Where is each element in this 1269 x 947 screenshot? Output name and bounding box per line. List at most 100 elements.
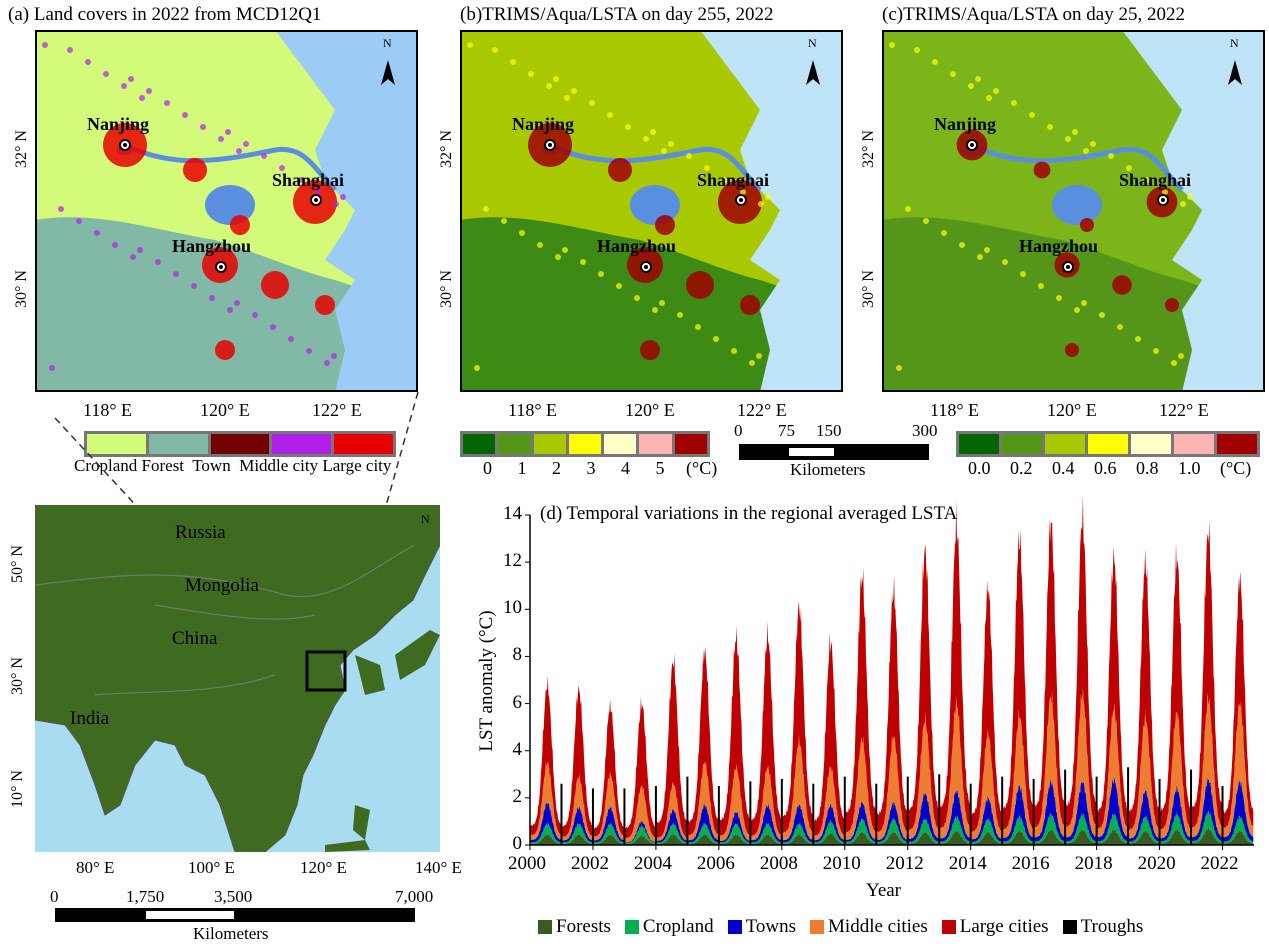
location-map	[35, 505, 440, 852]
lon-label: 118° E	[930, 400, 980, 420]
panel-a-title: (a) Land covers in 2022 from MCD12Q1	[8, 4, 322, 25]
chart-xlabel: Year	[866, 880, 902, 901]
legend-swatch	[1088, 434, 1131, 454]
lon-label: 120° E	[625, 400, 675, 420]
x-tick-label: 2016	[1011, 853, 1050, 874]
city-label-shanghai: Shanghai	[1119, 170, 1192, 190]
location-lon-label: 80° E	[76, 858, 115, 877]
legend-b-label: 3	[586, 458, 596, 478]
legend-swatch	[1002, 434, 1045, 454]
legend-item: Towns	[727, 916, 797, 938]
lon-label: 120° E	[1047, 400, 1097, 420]
chart-ylabel: LST anomaly (°C)	[476, 610, 497, 752]
legend-swatch	[727, 920, 742, 934]
legend-swatch	[1174, 434, 1217, 454]
lon-label: 120° E	[200, 400, 250, 420]
north-arrow-label: N	[808, 36, 817, 50]
panel-c-title: (c)TRIMS/Aqua/LSTA on day 25, 2022	[882, 4, 1185, 25]
series-middle-cities	[530, 687, 1254, 845]
city-label-hangzhou: Hangzhou	[597, 236, 677, 256]
panel-b-title: (b)TRIMS/Aqua/LSTA on day 255, 2022	[460, 4, 774, 25]
north-arrow-label: N	[1230, 36, 1239, 50]
x-tick-label: 2018	[1074, 853, 1113, 874]
legend-swatch	[810, 920, 825, 934]
chart-title: (d) Temporal variations in the regional …	[540, 503, 958, 524]
city-label-shanghai: Shanghai	[272, 170, 345, 190]
map-panel-c	[882, 30, 1265, 392]
legend-swatch	[498, 434, 534, 454]
legend-item: Troughs	[1062, 916, 1143, 938]
x-tick-label: 2004	[633, 853, 672, 874]
city-label-nanjing: Nanjing	[87, 114, 150, 134]
x-tick-label: 2012	[885, 853, 924, 874]
lsta-legend-c	[956, 431, 1260, 457]
legend-label: Forests	[556, 916, 611, 937]
city-label-shanghai: Shanghai	[697, 170, 770, 190]
lsta-legend-b	[460, 431, 710, 457]
lon-label: 122° E	[1159, 400, 1209, 420]
y-tick-label: 10	[503, 597, 522, 619]
legend-swatch	[604, 434, 640, 454]
lat-label: 32° N	[860, 130, 877, 168]
legend-c-label: 0.4	[1052, 458, 1075, 478]
legend-swatch	[674, 434, 707, 454]
legend-swatch	[941, 920, 956, 934]
location-lon-label: 120° E	[300, 858, 347, 877]
north-arrow-label: N	[383, 36, 392, 50]
legend-b-label: 5	[655, 458, 665, 478]
series-forests	[530, 827, 1254, 845]
legend-label: Cropland	[642, 916, 714, 937]
lat-label: 30° N	[13, 270, 30, 308]
legend-swatch	[1131, 434, 1174, 454]
x-tick-label: 2022	[1200, 853, 1239, 874]
city-label-hangzhou: Hangzhou	[172, 236, 252, 256]
location-lon-label: 100° E	[188, 858, 235, 877]
legend-swatch	[533, 434, 569, 454]
legend-swatch	[568, 434, 605, 454]
label-russia: Russia	[175, 522, 226, 543]
legend-item: Middle cities	[810, 916, 928, 938]
legend-b-label: 2	[552, 458, 561, 478]
legend-swatch	[1045, 434, 1088, 454]
legend-swatch	[624, 920, 639, 934]
legend-swatch	[639, 434, 675, 454]
x-tick-label: 2006	[696, 853, 735, 874]
label-india: India	[70, 708, 110, 729]
x-tick-label: 2000	[508, 853, 546, 874]
legend-b-label: 1	[517, 458, 527, 478]
map-panel-a	[35, 30, 418, 392]
y-tick-label: 8	[512, 644, 523, 666]
city-label-nanjing: Nanjing	[934, 114, 997, 134]
label-mongolia: Mongolia	[185, 575, 259, 596]
series-large-cities	[530, 494, 1254, 845]
y-tick-label: 6	[512, 691, 523, 713]
legend-c-label: 0.2	[1010, 458, 1033, 478]
lat-label: 32° N	[438, 130, 455, 168]
legend-c-label: (°C)	[1220, 458, 1252, 478]
lat-label: 30° N	[860, 270, 877, 308]
legend-swatch	[538, 920, 552, 934]
series-cropland	[530, 810, 1254, 845]
legend-c-label: 0.8	[1136, 458, 1159, 478]
map-panel-b	[460, 30, 843, 392]
legend-item: Forests	[538, 916, 611, 938]
legend-swatch	[1217, 434, 1257, 454]
legend-swatch	[959, 434, 1002, 454]
legend-c-label: 0.0	[968, 458, 991, 478]
x-tick-label: 2002	[570, 853, 609, 874]
lon-label: 122° E	[312, 400, 362, 420]
x-tick-label: 2014	[948, 853, 987, 874]
lon-label: 118° E	[83, 400, 133, 420]
y-tick-label: 14	[503, 503, 522, 524]
legend-c-label: 1.0	[1178, 458, 1201, 478]
city-label-hangzhou: Hangzhou	[1019, 236, 1099, 256]
y-tick-label: 12	[503, 550, 522, 572]
legend-b-label: 0	[483, 458, 492, 478]
legend-c-label: 0.6	[1094, 458, 1117, 478]
legend-label: Towns	[745, 916, 797, 937]
y-tick-label: 0	[512, 833, 523, 854]
x-tick-label: 2008	[759, 853, 798, 874]
legend-b-label: 4	[621, 458, 630, 478]
lon-label: 118° E	[508, 400, 558, 420]
x-tick-label: 2020	[1137, 853, 1176, 874]
